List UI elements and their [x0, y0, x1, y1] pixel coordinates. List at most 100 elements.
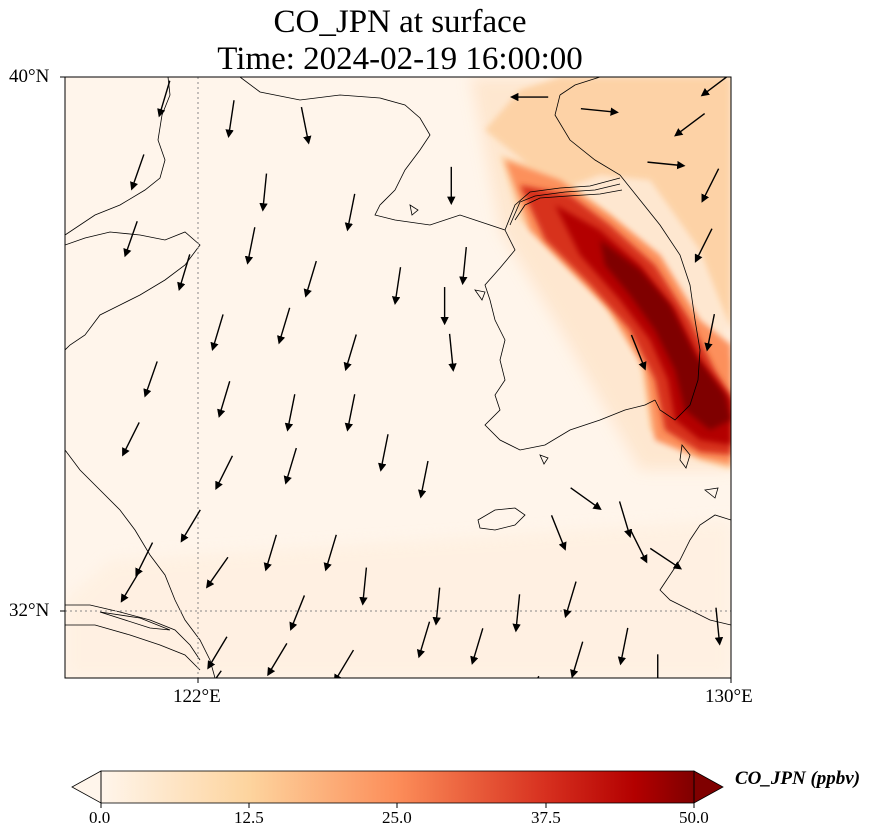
- wind-arrow-49: [629, 528, 648, 564]
- border-river-3: [514, 189, 623, 221]
- wind-arrow-4: [130, 154, 145, 191]
- wind-arrow-14: [210, 314, 224, 352]
- wind-arrow-27: [180, 509, 201, 543]
- coast-yangtze-north: [65, 604, 201, 661]
- wind-arrow-42: [470, 628, 484, 665]
- wind-arrow-11: [391, 267, 402, 305]
- estuary-island: [99, 611, 171, 631]
- wind-arrow-22: [122, 422, 140, 457]
- islet-2: [409, 204, 419, 216]
- wind-arrow-24: [283, 447, 297, 485]
- wind-arrow-28: [206, 556, 229, 589]
- wind-arrow-44: [617, 627, 629, 666]
- wind-arrow-53: [570, 487, 602, 511]
- coast-jiangsu: [65, 449, 216, 678]
- wind-arrow-57: [674, 112, 706, 137]
- islet-1: [704, 487, 719, 499]
- wind-arrow-47: [215, 670, 222, 678]
- coastlines: [65, 77, 731, 678]
- wind-arrow-50: [550, 515, 567, 551]
- wind-arrow-43: [570, 641, 584, 678]
- border-river-2: [509, 183, 621, 226]
- wind-arrow-23: [215, 455, 234, 490]
- wind-arrow-7: [244, 227, 256, 265]
- coast-bohai-west: [65, 77, 171, 236]
- wind-arrow-25: [378, 434, 389, 472]
- wind-arrow-30: [323, 534, 337, 572]
- wind-arrow-37: [563, 581, 577, 619]
- concentration-field: [65, 77, 731, 678]
- wind-arrow-26: [418, 460, 429, 499]
- wind-arrow-29: [263, 534, 278, 572]
- wind-arrow-32: [135, 542, 154, 577]
- wind-arrows: [120, 77, 728, 678]
- wind-arrow-18: [143, 361, 158, 398]
- wind-arrow-58: [580, 107, 619, 116]
- wind-arrow-20: [284, 394, 296, 432]
- wind-arrow-39: [267, 643, 288, 677]
- wind-arrow-40: [333, 649, 355, 678]
- wind-arrow-9: [177, 254, 191, 291]
- colorbar-label-1: 12.5: [234, 808, 264, 827]
- wind-arrow-35: [432, 587, 441, 626]
- map-title-line2: Time: 2024-02-19 16:00:00: [217, 41, 583, 77]
- lat-tick-32N: 32°N: [9, 600, 50, 621]
- wind-arrow-16: [343, 334, 357, 372]
- wind-arrow-60: [647, 160, 686, 170]
- wind-arrow-1: [225, 100, 235, 139]
- islet-3: [474, 289, 486, 301]
- wind-arrow-48: [714, 607, 724, 646]
- wind-arrow-5: [259, 173, 268, 212]
- wind-arrow-51: [618, 501, 633, 539]
- colorbar-label-2: 25.0: [382, 808, 412, 827]
- lon-tick-122E: 122°E: [173, 686, 221, 707]
- colorbar-gradient: [101, 771, 694, 803]
- coast-korea-east: [554, 94, 701, 421]
- wind-arrow-54: [704, 313, 716, 352]
- wind-arrow-52: [649, 547, 683, 570]
- wind-arrow-10: [303, 260, 317, 298]
- coast-yangtze-south: [65, 624, 201, 671]
- coast-shandong: [65, 231, 201, 351]
- colorbar-label-3: 37.5: [531, 808, 561, 827]
- wind-arrow-8: [123, 220, 138, 258]
- coast-liaodong: [239, 77, 506, 231]
- colorbar-title: CO_JPN (ppbv): [735, 768, 861, 789]
- wind-arrow-62: [700, 77, 728, 97]
- wind-arrow-56: [701, 168, 720, 203]
- wind-arrow-0: [157, 80, 171, 118]
- wind-arrow-12: [459, 246, 468, 286]
- wind-arrow-41: [416, 621, 431, 659]
- wind-arrow-2: [300, 106, 312, 145]
- coast-korea-north: [559, 77, 601, 96]
- colorbar-extend-max: [693, 770, 724, 804]
- coast-korea-west: [484, 229, 656, 451]
- lon-tick-130E: 130°E: [705, 686, 753, 707]
- tsushima-island: [679, 444, 691, 469]
- jeju-island: [477, 507, 526, 531]
- map-frame: [64, 76, 732, 679]
- colorbar-label-4: 50.0: [679, 808, 709, 827]
- wind-arrow-55: [694, 228, 713, 263]
- colorbar-extend-min: [71, 770, 102, 804]
- wind-arrow-46: [537, 675, 540, 678]
- wind-arrow-61: [630, 334, 647, 371]
- map-title-line1: CO_JPN at surface: [273, 4, 527, 40]
- wind-arrow-17: [448, 333, 457, 372]
- wind-arrow-15: [277, 307, 291, 345]
- plume-peak: [600, 240, 731, 430]
- wind-arrow-6: [344, 193, 356, 232]
- gridlines: [65, 77, 731, 678]
- coast-kyushu: [659, 514, 731, 626]
- wind-arrow-36: [512, 594, 521, 633]
- colorbar: [71, 770, 724, 808]
- lat-tick-40N: 40°N: [9, 66, 50, 87]
- wind-arrow-21: [344, 394, 356, 432]
- south-haze: [65, 520, 731, 678]
- border-river-1: [504, 177, 621, 231]
- colorbar-label-0: 0.0: [89, 808, 111, 827]
- wind-arrow-19: [217, 381, 231, 418]
- wind-arrow-33: [289, 595, 306, 631]
- islet-4: [539, 454, 549, 465]
